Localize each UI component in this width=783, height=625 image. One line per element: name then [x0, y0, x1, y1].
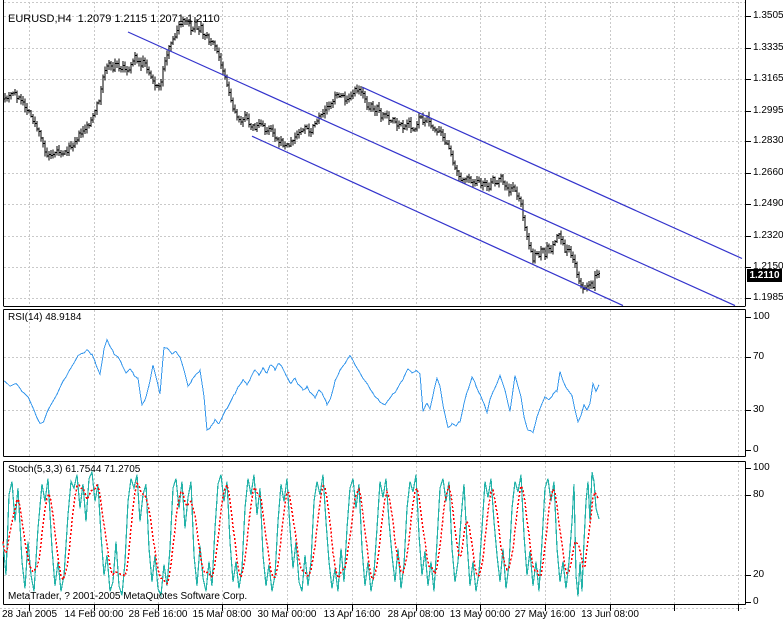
time-axis-label: 13 May 00:00: [449, 609, 511, 620]
price-axis-label: 1.2660: [753, 167, 783, 178]
time-axis-label: 13 Apr 16:00: [323, 609, 381, 620]
stoch-indicator-label: Stoch(5,3,3) 61.7544 71.2705: [8, 464, 141, 475]
stoch-scale-label: 100: [753, 462, 770, 473]
time-axis-label: 28 Apr 08:00: [387, 609, 445, 620]
price-axis-label: 1.1985: [753, 292, 783, 303]
price-axis-label: 1.2995: [753, 105, 783, 116]
price-axis-label: 1.3335: [753, 42, 783, 53]
time-axis-label: 30 Mar 00:00: [257, 609, 317, 620]
price-axis-label: 1.2320: [753, 230, 783, 241]
current-price-badge: 1.2110: [747, 269, 782, 282]
price-axis-label: 1.2830: [753, 135, 783, 146]
time-axis-label: 28 Jan 2005: [2, 609, 58, 620]
copyright-text: MetaTrader, ? 2001-2005 MetaQuotes Softw…: [8, 591, 248, 602]
rsi-scale-label: 70: [753, 351, 765, 362]
time-axis-label: 28 Feb 16:00: [128, 609, 188, 620]
time-axis-label: 14 Feb 00:00: [64, 609, 124, 620]
stoch-scale-label: 80: [753, 489, 765, 500]
price-axis-label: 1.2490: [753, 198, 783, 209]
rsi-scale-label: 100: [753, 311, 770, 322]
time-axis-label: 27 May 16:00: [514, 609, 576, 620]
time-axis-label: 15 Mar 08:00: [192, 609, 252, 620]
stoch-scale-label: 20: [753, 569, 765, 580]
rsi-scale-label: 0: [753, 444, 759, 455]
time-axis[interactable]: 28 Jan 2005 14 Feb 00:00 28 Feb 16:00 15 Ma…: [0, 606, 783, 625]
rsi-indicator-label: RSI(14) 48.9184: [8, 312, 82, 323]
price-axis-label: 1.3165: [753, 73, 783, 84]
price-axis-label: 1.2150: [753, 261, 783, 272]
rsi-scale-label: 30: [753, 404, 765, 415]
stoch-scale-label: 0: [753, 596, 759, 607]
price-axis-label: 1.3505: [753, 10, 783, 21]
current-price-value: 1.2110: [749, 270, 780, 281]
chart-title-ohlc: EURUSD,H4 1.2079 1.2115 1.2071 1.2110: [8, 13, 220, 25]
time-axis-label: 13 Jun 08:00: [581, 609, 639, 620]
price-axis[interactable]: 1.2110 1.3505 1.3335 1.3165 1.2995 1.2830 1.2…: [746, 0, 783, 607]
